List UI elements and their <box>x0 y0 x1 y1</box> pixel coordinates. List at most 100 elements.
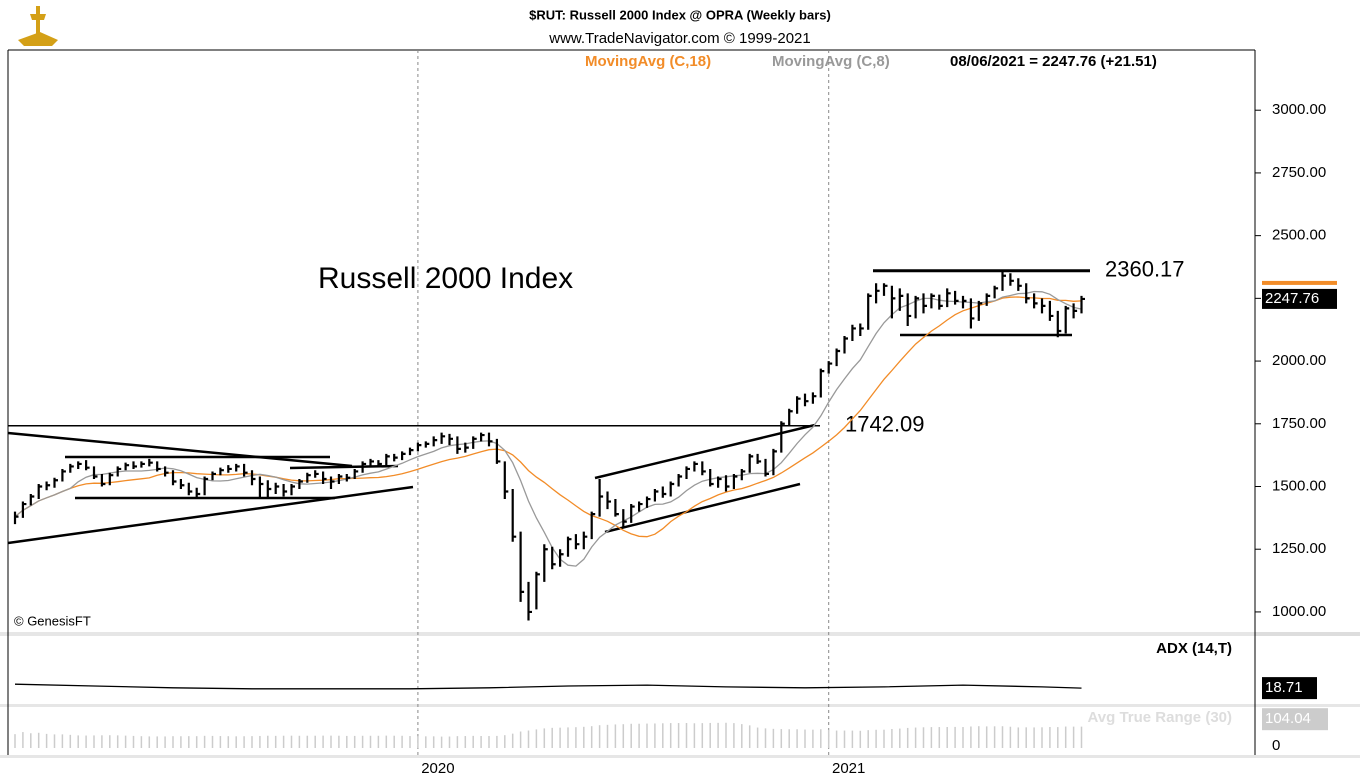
x-tick-label: 2021 <box>832 760 865 777</box>
price-bar <box>559 549 564 567</box>
price-bar <box>661 486 667 498</box>
logo <box>18 6 58 46</box>
price-bar <box>290 483 295 496</box>
price-bar <box>100 473 106 487</box>
price-bar <box>235 463 240 472</box>
trend-lines <box>7 333 1072 545</box>
price-bar <box>1017 278 1022 291</box>
price-box <box>1262 288 1337 309</box>
price-bar <box>1009 273 1014 286</box>
price-bar <box>77 461 82 469</box>
price-bar <box>108 472 114 486</box>
price-bar <box>148 458 153 467</box>
atr-box-label: 104.04 <box>1265 710 1311 727</box>
atr-box <box>1262 708 1328 731</box>
chart-subtitle: www.TradeNavigator.com © 1999-2021 <box>548 30 810 47</box>
price-bar <box>930 293 935 309</box>
price-bar <box>867 293 872 330</box>
price-bar <box>1080 295 1085 314</box>
price-bar <box>322 471 327 484</box>
price-bar <box>977 300 983 321</box>
price-bar <box>432 436 438 447</box>
price-bar <box>61 468 66 482</box>
price-bar <box>890 285 896 319</box>
price-bar <box>630 504 635 523</box>
y-tick-label: 3000.00 <box>1272 101 1326 118</box>
price-bar <box>859 323 864 336</box>
price-bar <box>472 436 477 449</box>
adx-box <box>1262 677 1317 700</box>
price-bar <box>219 467 224 476</box>
price-bar <box>803 393 809 407</box>
price-bar <box>1072 303 1078 319</box>
price-bar <box>954 290 959 305</box>
price-bar <box>85 460 90 471</box>
price-bar <box>448 433 453 446</box>
price-bar <box>645 496 651 508</box>
price-bar <box>495 438 501 464</box>
price-bar <box>788 408 793 427</box>
price-bar <box>882 283 888 296</box>
price-bar <box>764 458 769 477</box>
price-bar <box>527 581 532 621</box>
price-bar <box>329 476 335 490</box>
price-bar <box>914 295 920 319</box>
price-bar <box>709 468 714 487</box>
price-bar <box>353 468 359 479</box>
legend-entry: MovingAvg (C,18) <box>585 53 711 70</box>
price-bar <box>732 473 738 490</box>
separator <box>0 755 1360 758</box>
price-bar <box>875 283 880 304</box>
price-bar <box>187 482 193 496</box>
price-bar <box>598 478 604 517</box>
y-tick-label: 1250.00 <box>1272 540 1326 557</box>
separator <box>0 704 1360 707</box>
price-bar <box>480 432 485 442</box>
price-bar <box>464 442 469 453</box>
price-bar <box>843 335 848 354</box>
price-bar <box>938 294 943 310</box>
price-bar <box>638 501 643 512</box>
price-bar <box>535 571 540 610</box>
price-bar <box>116 466 122 477</box>
price-bar <box>1025 283 1030 304</box>
price-bar <box>851 324 856 341</box>
y-tick-label: 1000.00 <box>1272 603 1326 620</box>
price-bar <box>345 473 351 482</box>
price-bar <box>985 293 991 306</box>
price-bar <box>740 468 746 481</box>
price-bar <box>13 511 19 525</box>
price-bar <box>171 470 177 486</box>
price-bar <box>756 453 762 464</box>
price-bar <box>29 494 35 506</box>
price-bar <box>393 453 398 462</box>
price-bar <box>969 298 975 329</box>
y-tick-label: 2500.00 <box>1272 227 1326 244</box>
price-bar <box>179 478 185 490</box>
y-tick-label: 2750.00 <box>1272 164 1326 181</box>
price-bar <box>440 432 446 444</box>
moving-average <box>14 296 1082 538</box>
price-bar <box>92 466 98 479</box>
price-bar <box>922 293 927 314</box>
last-label: 08/06/2021 = 2247.76 (+21.51) <box>950 53 1157 70</box>
price-bar <box>582 531 588 550</box>
price-bar <box>408 447 414 456</box>
price-bar <box>258 476 264 498</box>
price-bar <box>1001 270 1006 291</box>
adx-line <box>14 683 1082 690</box>
y-tick-label: 2000.00 <box>1272 352 1326 369</box>
price-bar <box>685 466 690 479</box>
price-bar <box>993 285 999 299</box>
price-bar <box>37 483 43 500</box>
price-bar <box>606 491 611 510</box>
price-bar <box>717 476 722 488</box>
price-bar <box>314 470 319 478</box>
price-bar <box>961 295 967 309</box>
atr-label: Avg True Range (30) <box>1088 709 1232 726</box>
price-bar <box>622 509 627 527</box>
price-bar <box>377 460 382 467</box>
price-box-label: 2247.76 <box>1265 290 1319 307</box>
